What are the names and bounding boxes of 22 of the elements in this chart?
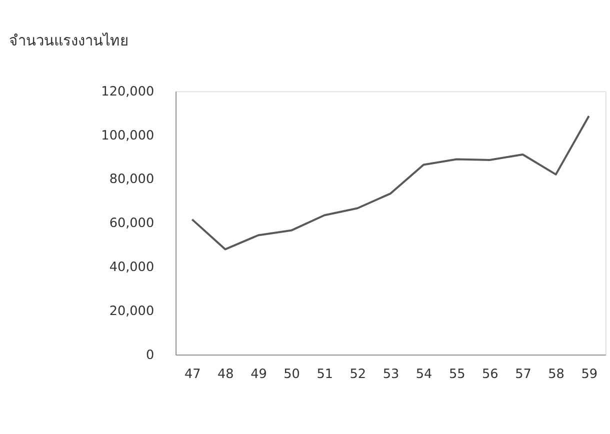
x-tick-label: 56: [482, 366, 498, 382]
x-tick-label: 48: [217, 366, 234, 382]
chart-title: จำนวนแรงงานไทย: [9, 32, 130, 50]
x-tick-label: 49: [250, 366, 267, 382]
y-tick-label: 20,000: [109, 304, 154, 319]
x-tick-label: 52: [350, 366, 366, 382]
x-tick-label: 51: [316, 366, 333, 382]
y-tick-label: 80,000: [109, 172, 154, 188]
x-tick-label: 50: [284, 366, 300, 382]
x-tick-label: 55: [448, 366, 466, 382]
y-tick-label: 40,000: [109, 260, 154, 275]
line-series: [191, 115, 590, 250]
x-tick-label: 59: [581, 366, 598, 382]
x-tick-label: 58: [548, 366, 564, 382]
x-tick-label: 53: [382, 366, 400, 382]
x-tick-label: 47: [184, 366, 201, 382]
y-tick-label: 100,000: [101, 128, 154, 144]
x-tick-label: 57: [515, 366, 532, 382]
y-tick-label: 120,000: [101, 84, 154, 100]
x-tick-label: 54: [416, 366, 432, 382]
y-tick-label: 0: [146, 348, 154, 363]
y-tick-label: 60,000: [109, 216, 154, 232]
